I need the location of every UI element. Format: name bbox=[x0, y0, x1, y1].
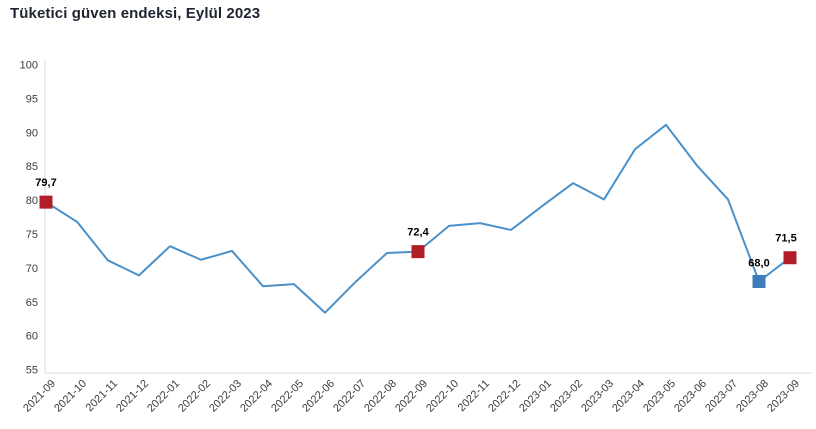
x-axis-tick-label: 2022-07 bbox=[331, 378, 368, 415]
x-axis-tick-label: 2021-11 bbox=[84, 378, 120, 414]
trend-line bbox=[45, 123, 791, 314]
y-axis-tick-label: 65 bbox=[26, 297, 38, 309]
y-axis-tick-label: 85 bbox=[26, 161, 38, 173]
x-axis-tick-label: 2022-05 bbox=[269, 378, 306, 415]
x-axis-tick-label: 2021-10 bbox=[52, 378, 89, 415]
x-axis-tick-label: 2022-10 bbox=[424, 378, 461, 415]
x-axis-tick-label: 2022-04 bbox=[238, 378, 275, 415]
y-axis-tick-label: 75 bbox=[26, 229, 38, 241]
x-axis-tick-label: 2022-06 bbox=[300, 378, 337, 415]
x-axis-tick-label: 2021-09 bbox=[21, 378, 58, 415]
y-axis-tick-label: 70 bbox=[26, 263, 38, 275]
y-axis-tick-label: 55 bbox=[26, 365, 38, 377]
x-axis-tick-label: 2023-07 bbox=[703, 378, 740, 415]
x-axis-tick-label: 2023-02 bbox=[548, 378, 585, 415]
x-axis-tick-label: 2022-02 bbox=[176, 378, 213, 415]
y-axis-tick-label: 80 bbox=[26, 195, 38, 207]
data-point-label: 79,7 bbox=[35, 177, 56, 189]
x-axis-tick-label: 2023-04 bbox=[610, 378, 647, 415]
data-point-marker[interactable] bbox=[783, 251, 797, 265]
x-axis-tick-label: 2022-12 bbox=[486, 378, 523, 415]
x-axis-tick-label: 2023-05 bbox=[641, 378, 678, 415]
x-axis-tick-label: 2023-06 bbox=[672, 378, 709, 415]
chart-title: Tüketici güven endeksi, Eylül 2023 bbox=[10, 5, 261, 22]
x-axis-tick-label: 2022-03 bbox=[207, 378, 244, 415]
x-axis-tick-label: 2022-11 bbox=[456, 378, 492, 414]
y-axis-tick-label: 95 bbox=[26, 93, 38, 105]
x-axis-tick-label: 2023-01 bbox=[517, 378, 554, 415]
x-axis-tick-label: 2022-09 bbox=[393, 378, 430, 415]
x-axis-tick-label: 2023-03 bbox=[579, 378, 616, 415]
y-axis-tick-label: 100 bbox=[20, 60, 38, 72]
x-axis-tick-label: 2022-08 bbox=[362, 378, 399, 415]
data-point-marker[interactable] bbox=[411, 245, 425, 259]
x-axis-tick-label: 2022-01 bbox=[145, 378, 182, 415]
x-axis-tick-label: 2023-09 bbox=[765, 378, 802, 415]
data-point-label: 68,0 bbox=[748, 257, 769, 269]
y-axis-tick-label: 90 bbox=[26, 127, 38, 139]
data-point-marker[interactable] bbox=[752, 274, 766, 288]
x-axis-tick-label: 2023-08 bbox=[734, 378, 771, 415]
data-point-marker[interactable] bbox=[39, 195, 53, 209]
y-axis-tick-label: 60 bbox=[26, 331, 38, 343]
data-point-label: 71,5 bbox=[775, 233, 796, 245]
x-axis-tick-label: 2021-12 bbox=[114, 378, 151, 415]
data-point-label: 72,4 bbox=[407, 227, 429, 239]
